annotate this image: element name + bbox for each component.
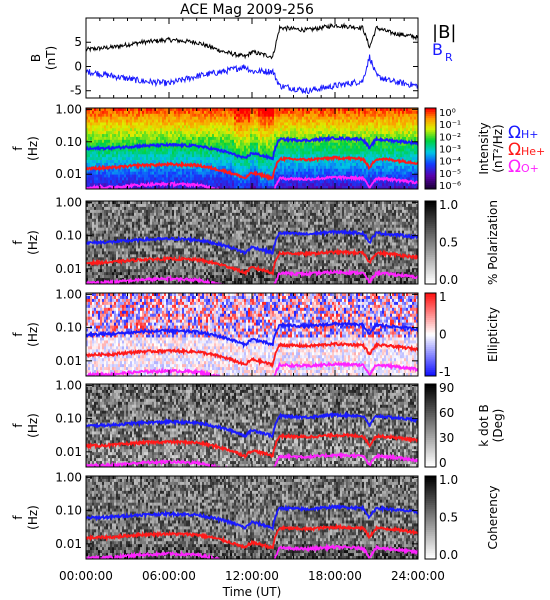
y-axis-label: f	[11, 423, 25, 428]
colorbar-label: k dot B	[477, 404, 491, 446]
y-axis-label: f	[11, 332, 25, 337]
panel-frame-field	[86, 18, 418, 98]
y-tick-label: 0.01	[55, 354, 82, 368]
colorbar-label-unit: (Deg)	[491, 409, 505, 443]
y-axis-label-unit: (Hz)	[26, 413, 40, 438]
colorbar-label: Intensity	[477, 122, 491, 174]
colorbar-tick-label: 0	[439, 328, 447, 342]
y-tick-label: 1.00	[55, 378, 82, 392]
y-tick-label: 0.10	[55, 412, 82, 426]
y-axis-label-unit: (Hz)	[26, 505, 40, 530]
y-tick-label: 5	[74, 35, 82, 49]
y-axis-label-unit: (Hz)	[26, 322, 40, 347]
y-tick-label: 0.01	[55, 262, 82, 276]
colorbar-tick-label: -1	[439, 365, 451, 379]
colorbar-tick-label: 30	[439, 431, 454, 445]
colorbar-tick-label: 10⁻³	[439, 145, 461, 156]
colorbar-tick-label: 60	[439, 406, 454, 420]
y-tick-label: 0	[74, 59, 82, 73]
x-tick-label: 06:00:00	[142, 569, 196, 583]
y-axis-label-unit: (Hz)	[26, 230, 40, 255]
y-axis-label: f	[11, 146, 25, 151]
x-tick-label: 18:00:00	[308, 569, 362, 583]
colorbar-ellipticity	[425, 293, 436, 376]
legend-br-subscript: R	[445, 51, 453, 64]
legend-br: B	[432, 40, 443, 59]
colorbar-tick-label: 1.0	[439, 198, 458, 212]
y-axis-label-unit: (nT)	[44, 46, 58, 70]
colorbar-coherency	[425, 476, 436, 559]
y-tick-label: 1.00	[55, 195, 82, 209]
y-axis-label-unit: (Hz)	[26, 136, 40, 161]
colorbar-label: Ellipticity	[486, 307, 500, 362]
colorbar-kdotb	[425, 384, 436, 467]
colorbar-tick-label: 10⁻²	[439, 132, 461, 143]
colorbar-label: % Polarization	[486, 200, 500, 285]
colorbar-tick-label: 10⁰	[439, 108, 456, 119]
colorbar-tick-label: 0	[439, 456, 447, 470]
colorbar-polarization	[425, 201, 436, 284]
spectrogram-ellipticity	[86, 293, 418, 376]
y-axis-label: B	[29, 54, 43, 62]
series-line-babs	[86, 24, 418, 58]
colorbar-intensity	[425, 108, 436, 189]
colorbar-tick-label: 10⁻⁵	[439, 169, 461, 180]
y-tick-label: 0.01	[55, 167, 82, 181]
y-tick-label: 0.01	[55, 537, 82, 551]
colorbar-tick-label: 0.5	[439, 511, 458, 525]
colorbar-tick-label: 10⁻⁶	[439, 181, 461, 192]
colorbar-tick-label: 0.0	[439, 548, 458, 562]
y-tick-label: -5	[70, 84, 82, 98]
x-axis-label: Time (UT)	[222, 585, 282, 599]
y-tick-label: 0.10	[55, 504, 82, 518]
y-tick-label: 1.00	[55, 287, 82, 301]
x-tick-label: 00:00:00	[59, 569, 113, 583]
x-tick-label: 12:00:00	[225, 569, 279, 583]
colorbar-tick-label: 0.5	[439, 236, 458, 250]
colorbar-tick-label: 1.0	[439, 473, 458, 487]
colorbar-tick-label: 90	[439, 381, 454, 395]
colorbar-label-unit: (nT²/Hz)	[491, 124, 505, 172]
y-tick-label: 1.00	[55, 470, 82, 484]
y-tick-label: 0.01	[55, 445, 82, 459]
colorbar-tick-label: 10⁻⁴	[439, 157, 461, 168]
colorbar-tick-label: 10⁻¹	[439, 120, 461, 131]
y-tick-label: 0.10	[55, 321, 82, 335]
y-axis-label: f	[11, 515, 25, 520]
x-tick-label: 24:00:00	[391, 569, 445, 583]
colorbar-tick-label: 0.0	[439, 273, 458, 287]
y-tick-label: 1.00	[55, 102, 82, 116]
colorbar-tick-label: 1	[439, 290, 447, 304]
y-tick-label: 0.10	[55, 229, 82, 243]
y-axis-label: f	[11, 240, 25, 245]
y-tick-label: 0.10	[55, 135, 82, 149]
legend-omega-o: ΩO+	[508, 157, 539, 177]
colorbar-label: Coherency	[486, 485, 500, 549]
figure-title: ACE Mag 2009-256	[180, 2, 314, 18]
series-line-br	[86, 55, 418, 94]
